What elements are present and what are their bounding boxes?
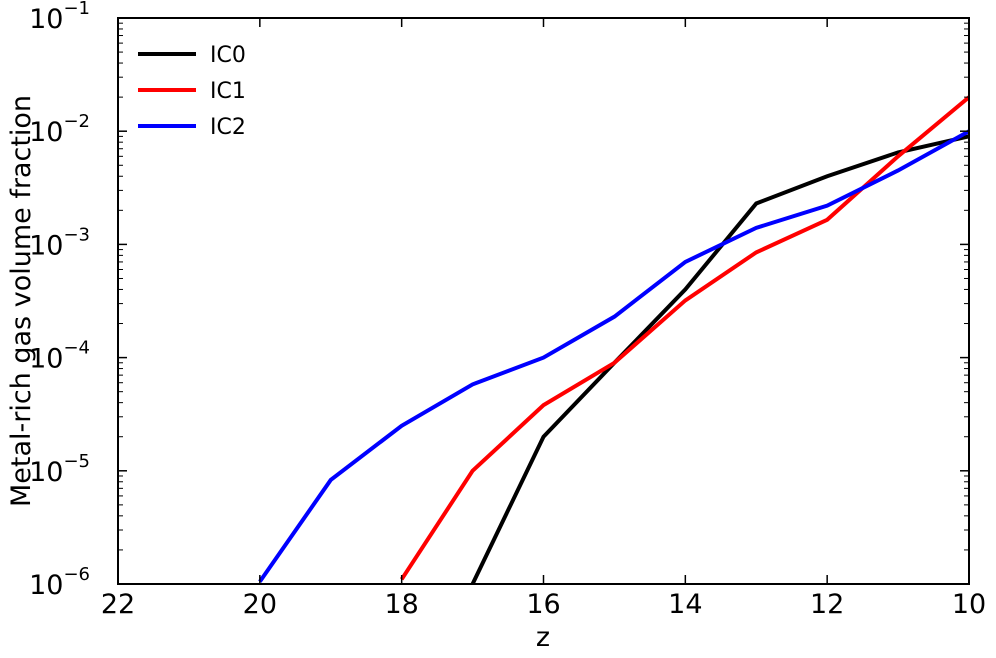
plot-area (258, 95, 969, 584)
y-tick-label: 10−2 (29, 111, 90, 148)
legend-label-ic2: IC2 (210, 115, 246, 140)
series-line-ic1 (399, 95, 969, 581)
y-tick-label: 10−6 (29, 564, 90, 601)
x-tick-label: 14 (668, 589, 702, 620)
legend-label-ic1: IC1 (210, 79, 246, 104)
y-tick-label: 10−5 (29, 451, 90, 488)
legend: IC0 IC1 IC2 (138, 43, 246, 140)
y-axis-label: Metal-rich gas volume fraction (6, 95, 37, 507)
y-tick-label: 10−1 (29, 0, 90, 35)
x-axis-label: z (536, 622, 550, 653)
series-line-ic2 (258, 129, 969, 583)
axis-ticks: 22 20 18 16 14 12 10 10−6 10−5 10−4 10−3 10−2 10−1 (29, 0, 986, 620)
y-tick-label: 10−4 (29, 338, 90, 375)
legend-label-ic0: IC0 (210, 43, 246, 68)
x-tick-label: 10 (952, 589, 986, 620)
x-tick-label: 20 (243, 589, 277, 620)
x-tick-label: 16 (526, 589, 560, 620)
series-line-ic0 (470, 134, 969, 584)
x-tick-label: 12 (810, 589, 844, 620)
x-tick-label: 22 (101, 589, 135, 620)
x-tick-label: 18 (384, 589, 418, 620)
y-tick-label: 10−3 (29, 224, 90, 261)
